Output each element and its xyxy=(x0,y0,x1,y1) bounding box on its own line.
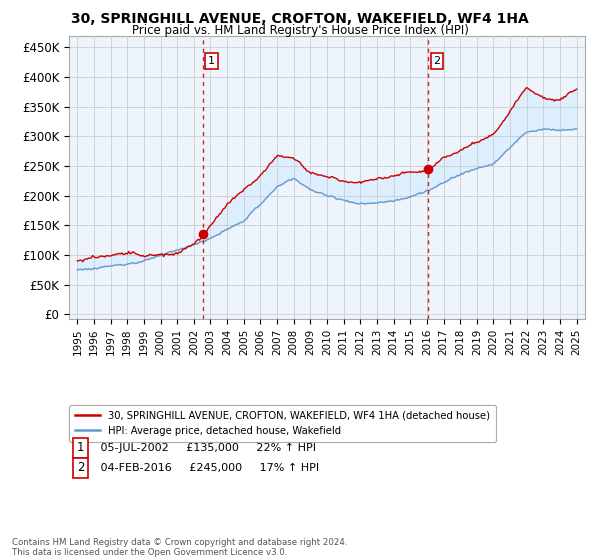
Text: 05-JUL-2002     £135,000     22% ↑ HPI: 05-JUL-2002 £135,000 22% ↑ HPI xyxy=(89,443,316,453)
Legend: 30, SPRINGHILL AVENUE, CROFTON, WAKEFIELD, WF4 1HA (detached house), HPI: Averag: 30, SPRINGHILL AVENUE, CROFTON, WAKEFIEL… xyxy=(69,405,496,442)
Text: 2: 2 xyxy=(433,56,440,66)
Text: Price paid vs. HM Land Registry's House Price Index (HPI): Price paid vs. HM Land Registry's House … xyxy=(131,24,469,37)
Text: 1: 1 xyxy=(77,441,84,454)
Text: 30, SPRINGHILL AVENUE, CROFTON, WAKEFIELD, WF4 1HA: 30, SPRINGHILL AVENUE, CROFTON, WAKEFIEL… xyxy=(71,12,529,26)
Text: 2: 2 xyxy=(77,461,84,474)
Text: 1: 1 xyxy=(208,56,215,66)
Text: 04-FEB-2016     £245,000     17% ↑ HPI: 04-FEB-2016 £245,000 17% ↑ HPI xyxy=(89,463,319,473)
Text: Contains HM Land Registry data © Crown copyright and database right 2024.
This d: Contains HM Land Registry data © Crown c… xyxy=(12,538,347,557)
